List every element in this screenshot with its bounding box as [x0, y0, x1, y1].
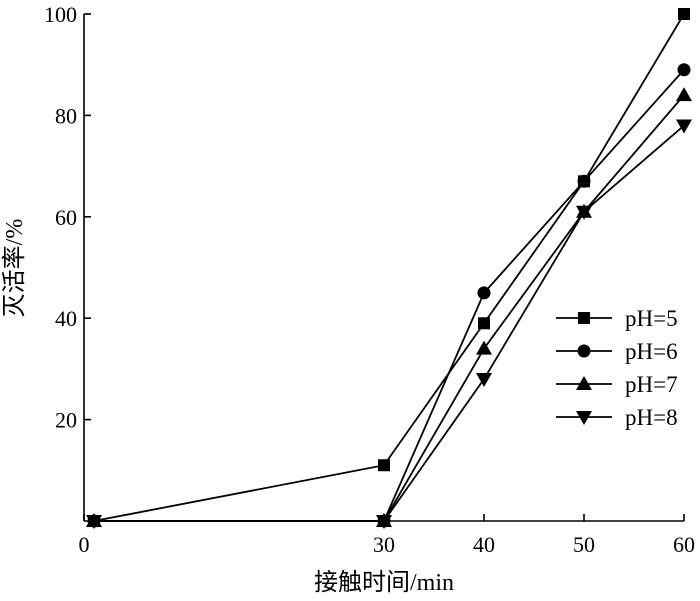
x-tick-label: 50 [573, 532, 595, 557]
legend-entry: pH=5 [556, 306, 678, 331]
data-point [677, 63, 691, 77]
y-axis-title: 灭活率/% [1, 219, 28, 318]
data-point [577, 174, 591, 188]
y-tick-label: 20 [55, 408, 77, 433]
x-tick-label: 0 [79, 532, 90, 557]
y-tick-label: 100 [44, 2, 77, 27]
x-tick-label: 60 [673, 532, 695, 557]
series-line [94, 69, 685, 522]
legend-label: pH=5 [625, 306, 678, 331]
legend-entry: pH=6 [556, 339, 678, 364]
legend-marker [576, 376, 592, 390]
plot-series [86, 8, 692, 529]
data-point [676, 119, 692, 134]
x-ticks: 0 30 40 50 60 [79, 514, 695, 557]
series-triangle-down [86, 119, 692, 529]
data-point [576, 205, 592, 220]
axes [83, 14, 684, 522]
legend-label: pH=7 [625, 372, 678, 397]
legend-marker [578, 312, 590, 324]
x-tick-label: 30 [373, 532, 395, 557]
x-tick-label: 40 [473, 532, 495, 557]
y-tick-label: 40 [55, 306, 77, 331]
data-point [478, 317, 490, 330]
data-point [678, 8, 690, 20]
data-point [476, 340, 492, 355]
series-line [93, 13, 685, 522]
legend-entry: pH=7 [556, 372, 678, 397]
y-ticks: 20 40 60 80 100 [44, 2, 91, 433]
legend: pH=5 pH=6 pH=7 pH=8 [556, 306, 678, 430]
data-point [477, 286, 491, 300]
legend-entry: pH=8 [556, 405, 678, 430]
legend-marker [576, 411, 592, 425]
data-point [376, 515, 392, 529]
x-axis-title: 接触时间/min [314, 569, 454, 596]
y-tick-label: 80 [55, 103, 77, 128]
data-point [86, 515, 102, 529]
series-square [88, 8, 690, 527]
data-point [378, 459, 390, 472]
legend-label: pH=8 [625, 405, 678, 430]
data-point [676, 87, 692, 102]
legend-marker [577, 344, 591, 358]
data-point [476, 373, 492, 388]
legend-label: pH=6 [625, 339, 678, 364]
y-tick-label: 60 [55, 205, 77, 230]
